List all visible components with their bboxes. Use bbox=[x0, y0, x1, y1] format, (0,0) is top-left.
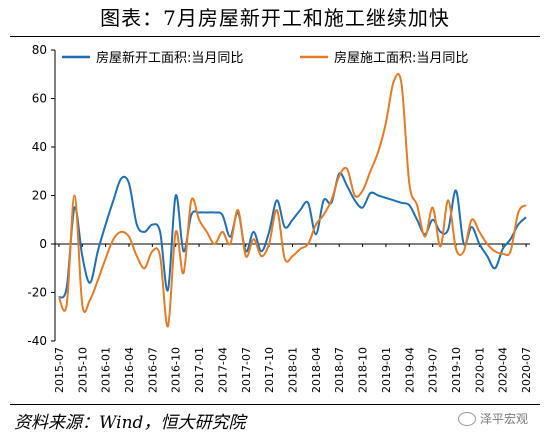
x-tick-label: 2015-10 bbox=[76, 347, 89, 393]
line-chart: -40 -20 0 20 40 60 80 2015-07 2015-10 2016-01 2016… bbox=[27, 43, 533, 393]
chart-series-lines bbox=[57, 72, 527, 328]
series-line-under-construction bbox=[57, 72, 527, 328]
watermark-text: 泽平宏观 bbox=[479, 412, 528, 426]
y-tick-label: -40 bbox=[27, 334, 47, 348]
legend-label: 房屋新开工面积:当月同比 bbox=[96, 50, 243, 66]
y-tick-label: 60 bbox=[32, 92, 47, 106]
x-tick-label: 2018-01 bbox=[287, 347, 300, 393]
x-tick-label: 2020-01 bbox=[473, 347, 486, 393]
chart-title: 图表：7月房屋新开工和施工继续加快 bbox=[100, 6, 450, 30]
footer-divider bbox=[10, 404, 540, 405]
x-tick-label: 2016-07 bbox=[146, 347, 159, 393]
x-tick-label: 2019-01 bbox=[380, 347, 393, 393]
source-note: 资料来源：Wind，恒大研究院 bbox=[14, 413, 246, 433]
x-tick-label: 2017-07 bbox=[240, 347, 253, 393]
watermark: 泽平宏观 bbox=[457, 410, 528, 427]
x-tick-label: 2017-10 bbox=[263, 347, 276, 393]
chart-legend: 房屋新开工面积:当月同比 房屋施工面积:当月同比 bbox=[62, 50, 468, 66]
x-tick-label: 2020-07 bbox=[520, 347, 533, 393]
x-tick-label: 2019-07 bbox=[427, 347, 440, 393]
x-tick-label: 2016-04 bbox=[123, 347, 136, 393]
x-tick-label: 2018-07 bbox=[333, 347, 346, 393]
legend-label: 房屋施工面积:当月同比 bbox=[334, 50, 468, 66]
y-tick-label: 0 bbox=[39, 237, 47, 251]
y-tick-label: 40 bbox=[32, 140, 47, 154]
x-tick-label: 2020-04 bbox=[497, 347, 510, 393]
series-line-new-starts bbox=[58, 172, 527, 299]
x-tick-label: 2019-04 bbox=[403, 347, 416, 393]
y-tick-label: 20 bbox=[32, 189, 47, 203]
chart-axes: -40 -20 0 20 40 60 80 2015-07 2015-10 2016-01 2016… bbox=[27, 43, 533, 393]
x-tick-label: 2017-04 bbox=[216, 347, 229, 393]
x-tick-label: 2015-07 bbox=[53, 347, 66, 393]
x-tick-label: 2018-10 bbox=[357, 347, 370, 393]
x-tick-label: 2017-01 bbox=[193, 347, 206, 393]
wechat-logo-icon bbox=[457, 411, 476, 426]
title-divider bbox=[10, 36, 540, 37]
x-tick-label: 2018-04 bbox=[310, 347, 323, 393]
x-tick-label: 2019-10 bbox=[450, 347, 463, 393]
x-tick-label: 2016-10 bbox=[170, 347, 183, 393]
y-tick-label: -20 bbox=[27, 286, 47, 300]
x-tick-label: 2016-01 bbox=[100, 347, 113, 393]
y-tick-label: 80 bbox=[32, 43, 47, 57]
